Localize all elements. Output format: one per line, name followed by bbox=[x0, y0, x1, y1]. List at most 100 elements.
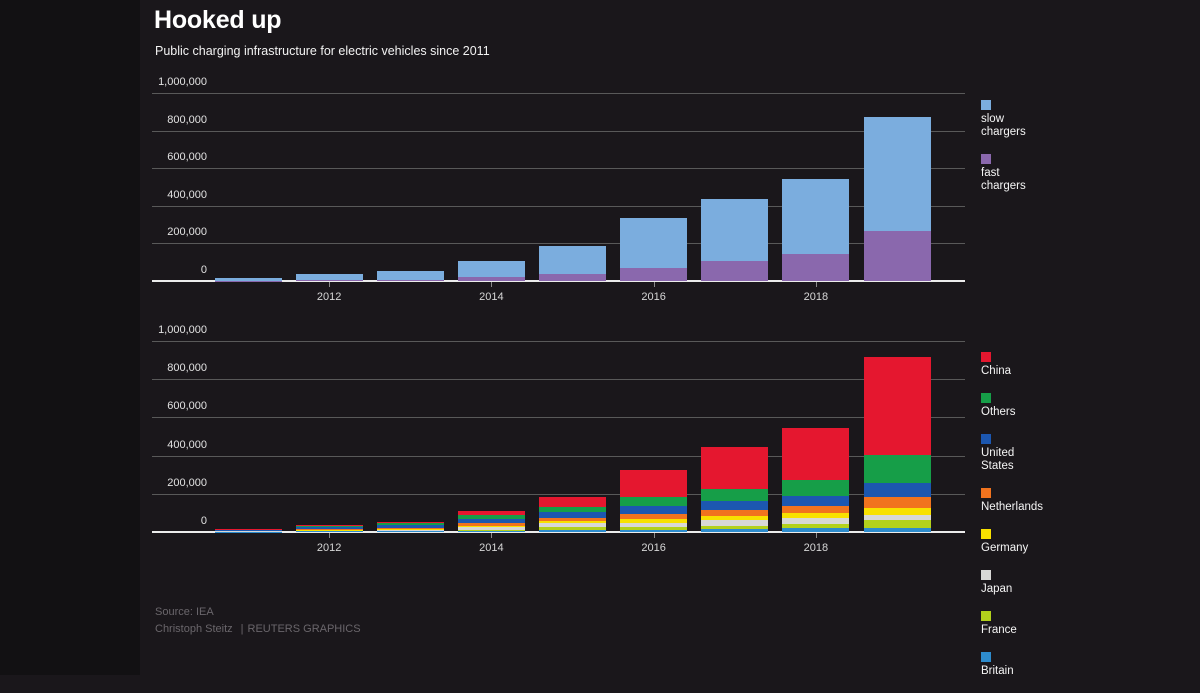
bar-segment-2018-others bbox=[782, 480, 849, 495]
bar-2012 bbox=[296, 341, 363, 532]
legend-label: fast chargers bbox=[981, 167, 1059, 193]
legend-label: Netherlands bbox=[981, 501, 1059, 514]
bar-segment-2018-netherlands bbox=[782, 506, 849, 513]
x-tick-label: 2012 bbox=[299, 291, 359, 303]
bar-segment-2017-fast-chargers bbox=[701, 261, 768, 281]
bar-segment-2016-china bbox=[620, 470, 687, 497]
bar-2017 bbox=[701, 341, 768, 532]
bar-segment-2015-fast-chargers bbox=[539, 274, 606, 281]
bar-segment-2013-fast-chargers bbox=[377, 280, 444, 281]
legend-item-germany: Germany bbox=[981, 529, 1059, 555]
bar-segment-2019-china bbox=[864, 357, 931, 455]
legend-item-britain: Britain bbox=[981, 652, 1059, 678]
bar-segment-2018-britain bbox=[782, 528, 849, 532]
bar-segment-2019-united-states bbox=[864, 483, 931, 497]
bar-segment-2016-britain bbox=[620, 530, 687, 532]
bar-2015 bbox=[539, 93, 606, 281]
bar-segment-2019-slow-chargers bbox=[864, 117, 931, 231]
bar-segment-2016-slow-chargers bbox=[620, 218, 687, 268]
legend-label: Britain bbox=[981, 665, 1059, 678]
y-tick-label: 600,000 bbox=[57, 400, 207, 413]
x-tick bbox=[816, 533, 817, 538]
bar-2016 bbox=[620, 93, 687, 281]
source-line: Source: IEA bbox=[155, 606, 214, 618]
legend-item-netherlands: Netherlands bbox=[981, 488, 1059, 514]
credit-line: Christoph Steitz|REUTERS GRAPHICS bbox=[155, 623, 361, 635]
bar-2011 bbox=[215, 93, 282, 281]
left-matte bbox=[0, 0, 140, 675]
y-tick-label: 0 bbox=[57, 515, 207, 528]
legend-swatch bbox=[981, 100, 991, 110]
legend-item-united-states: United States bbox=[981, 434, 1059, 473]
bar-2017 bbox=[701, 93, 768, 281]
bar-2018 bbox=[782, 341, 849, 532]
bar-2019 bbox=[864, 341, 931, 532]
page-title: Hooked up bbox=[154, 6, 281, 35]
bar-segment-2019-britain bbox=[864, 528, 931, 532]
y-tick-label: 0 bbox=[57, 264, 207, 277]
bar-segment-2019-germany bbox=[864, 508, 931, 515]
legend-item-china: China bbox=[981, 352, 1059, 378]
bar-segment-2017-britain bbox=[701, 529, 768, 532]
bar-segment-2017-united-states bbox=[701, 501, 768, 510]
bar-segment-2015-britain bbox=[539, 530, 606, 532]
y-tick-label: 800,000 bbox=[57, 114, 207, 127]
x-tick-label: 2016 bbox=[624, 291, 684, 303]
legend-item-fast-chargers: fast chargers bbox=[981, 154, 1059, 193]
bar-2018 bbox=[782, 93, 849, 281]
y-tick-label: 800,000 bbox=[57, 362, 207, 375]
bar-2015 bbox=[539, 341, 606, 532]
x-tick-label: 2016 bbox=[624, 542, 684, 554]
legend-label: United States bbox=[981, 447, 1059, 473]
legend-label: Others bbox=[981, 406, 1059, 419]
bar-segment-2016-united-states bbox=[620, 506, 687, 514]
charger-speed-legend: slow chargers fast chargers bbox=[981, 100, 1059, 208]
legend-swatch bbox=[981, 154, 991, 164]
y-tick-label: 400,000 bbox=[57, 439, 207, 452]
bar-segment-2019-france bbox=[864, 520, 931, 527]
bar-segment-2017-others bbox=[701, 489, 768, 501]
bar-segment-2018-slow-chargers bbox=[782, 179, 849, 254]
y-tick-label: 200,000 bbox=[57, 226, 207, 239]
legend-item-france: France bbox=[981, 611, 1059, 637]
x-tick-label: 2014 bbox=[461, 291, 521, 303]
x-tick bbox=[491, 533, 492, 538]
legend-item-others: Others bbox=[981, 393, 1059, 419]
x-tick-label: 2014 bbox=[461, 542, 521, 554]
bar-2012 bbox=[296, 93, 363, 281]
bar-segment-2019-others bbox=[864, 455, 931, 483]
y-tick-label: 200,000 bbox=[57, 477, 207, 490]
legend-item-japan: Japan bbox=[981, 570, 1059, 596]
bar-2014 bbox=[458, 93, 525, 281]
bar-segment-2019-netherlands bbox=[864, 497, 931, 508]
credit-name: Christoph Steitz bbox=[155, 623, 233, 635]
x-tick bbox=[654, 533, 655, 538]
bar-segment-2014-britain bbox=[458, 531, 525, 532]
bar-segment-2018-china bbox=[782, 428, 849, 481]
bar-segment-2019-fast-chargers bbox=[864, 231, 931, 281]
bar-segment-2013-britain bbox=[377, 531, 444, 532]
y-tick-label: 1,000,000 bbox=[57, 76, 207, 89]
bar-2011 bbox=[215, 341, 282, 532]
bar-2019 bbox=[864, 93, 931, 281]
credit-separator: | bbox=[241, 623, 244, 635]
x-tick bbox=[654, 282, 655, 287]
legend-swatch bbox=[981, 570, 991, 580]
y-tick-label: 600,000 bbox=[57, 151, 207, 164]
legend-label: France bbox=[981, 624, 1059, 637]
bar-segment-2012-fast-chargers bbox=[296, 280, 363, 281]
bar-segment-2013-slow-chargers bbox=[377, 271, 444, 280]
legend-swatch bbox=[981, 488, 991, 498]
bar-2014 bbox=[458, 341, 525, 532]
charger-country-legend: China Others United States Netherlands Germa… bbox=[981, 352, 1059, 693]
legend-swatch bbox=[981, 393, 991, 403]
legend-item-slow-chargers: slow chargers bbox=[981, 100, 1059, 139]
page-subtitle: Public charging infrastructure for elect… bbox=[155, 44, 490, 58]
x-tick-label: 2018 bbox=[786, 291, 846, 303]
legend-swatch bbox=[981, 611, 991, 621]
bar-segment-2016-others bbox=[620, 497, 687, 507]
x-tick bbox=[329, 533, 330, 538]
legend-label: Japan bbox=[981, 583, 1059, 596]
legend-swatch bbox=[981, 652, 991, 662]
x-tick-label: 2018 bbox=[786, 542, 846, 554]
